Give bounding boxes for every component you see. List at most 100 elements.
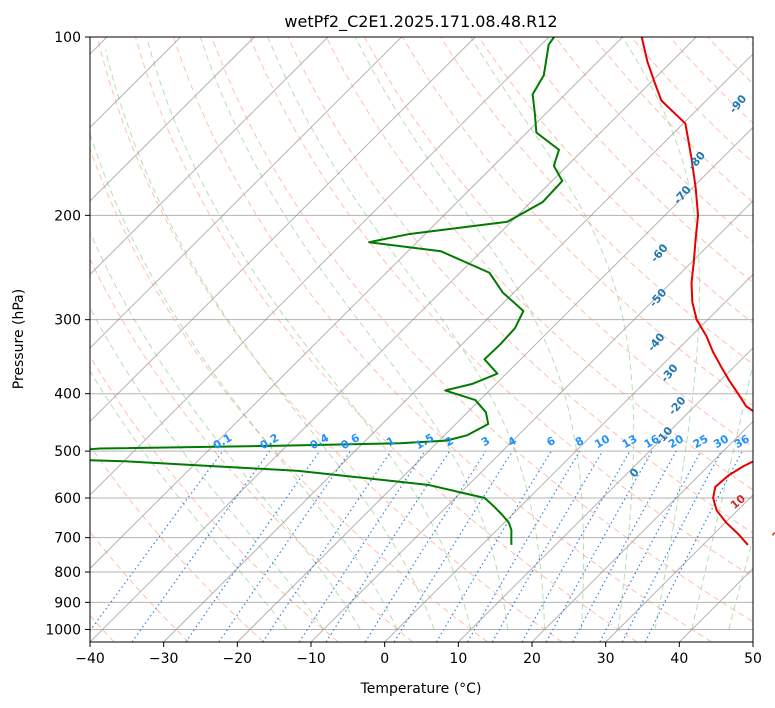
mixing-ratio-label: 1 xyxy=(384,434,397,449)
y-tick-label: 700 xyxy=(54,531,81,547)
mixing-ratio-label: 0.2 xyxy=(258,431,281,452)
mixing-ratio-line xyxy=(90,450,224,632)
dry-adiabat-line xyxy=(325,37,753,491)
dry-adiabat-line xyxy=(707,37,753,85)
dry-adiabat-line xyxy=(90,530,190,642)
moist-adiabat-label: -30 xyxy=(658,361,681,385)
dry-adiabat-line xyxy=(173,37,712,642)
isotherm-line xyxy=(678,567,753,642)
mixing-ratio-line xyxy=(599,450,702,642)
moist-adiabat-line xyxy=(691,361,753,630)
mixing-ratio-label: 8 xyxy=(573,434,586,449)
mixing-ratio-line xyxy=(185,450,321,642)
mixing-ratio-line xyxy=(325,450,451,642)
mixing-ratio-line xyxy=(298,450,426,642)
moist-adiabat-label: -90 xyxy=(727,92,750,116)
mixing-ratio-label: 0.4 xyxy=(308,431,332,452)
isotherm-line xyxy=(531,420,753,642)
dry-adiabat-label: 10 xyxy=(728,492,748,512)
y-tick-label: 300 xyxy=(54,313,81,329)
mixing-ratio-line xyxy=(364,450,487,642)
isotherm-line xyxy=(457,347,753,642)
isotherm-line xyxy=(90,37,255,202)
dry-adiabat-line xyxy=(440,37,753,365)
y-axis-label: Pressure (hPa) xyxy=(11,289,27,389)
y-tick-label: 1000 xyxy=(45,622,81,638)
dry-adiabat-line xyxy=(745,37,753,45)
x-tick-label: 20 xyxy=(523,651,541,667)
chart-title: wetPf2_C2E1.2025.171.08.48.R12 xyxy=(284,12,557,32)
mixing-ratio-line xyxy=(393,450,513,642)
x-tick-label: −30 xyxy=(149,651,179,667)
dewpoint-line xyxy=(90,37,564,545)
mixing-ratio-label: 0.6 xyxy=(339,431,363,452)
moist-adiabat-line xyxy=(354,37,585,630)
moist-adiabat-line xyxy=(145,37,472,630)
mixing-ratio-label: 36 xyxy=(732,432,752,451)
y-tick-label: 400 xyxy=(54,387,81,403)
isotherm-line xyxy=(90,37,623,570)
moist-adiabat-label: -20 xyxy=(666,394,689,418)
dry-adiabat-line xyxy=(90,355,339,642)
isotherm-line xyxy=(605,494,753,642)
moist-adiabat-line xyxy=(199,37,509,630)
dry-adiabat-line xyxy=(211,37,753,623)
dry-adiabat-line xyxy=(134,37,638,642)
mixing-ratio-line xyxy=(466,450,581,642)
isotherm-line xyxy=(163,53,753,642)
isotherm-line xyxy=(236,126,753,642)
isotherm-line xyxy=(90,37,476,423)
y-axis-ticks: 100 200 300 400 500 600 700 800 900 1000 xyxy=(45,30,90,638)
mixing-ratio-line xyxy=(262,450,392,642)
y-tick-label: 500 xyxy=(54,444,81,460)
mixing-ratio-line xyxy=(644,450,743,642)
x-tick-label: 10 xyxy=(449,651,467,667)
moist-adiabat-line xyxy=(622,37,701,630)
x-tick-label: −20 xyxy=(223,651,253,667)
isotherm-line xyxy=(384,273,753,642)
x-tick-label: 30 xyxy=(597,651,615,667)
y-tick-label: 600 xyxy=(54,491,81,507)
isotherm-line xyxy=(752,641,753,642)
x-tick-label: 40 xyxy=(670,651,688,667)
x-axis-label: Temperature (°C) xyxy=(360,681,482,697)
moist-adiabat-label: -80 xyxy=(685,149,708,173)
mixing-ratio-label: 13 xyxy=(620,432,640,451)
mixing-ratio-label: 0.1 xyxy=(211,431,234,452)
moist-adiabat-line xyxy=(470,37,635,630)
dry-adiabat-line xyxy=(287,37,753,534)
moist-adiabat-label: -60 xyxy=(648,241,671,265)
y-tick-label: 200 xyxy=(54,208,81,224)
x-axis-ticks: −40 −30 −20 −10 0 10 20 30 40 50 xyxy=(75,642,762,667)
x-tick-label: −40 xyxy=(75,651,105,667)
isotherm-line xyxy=(90,37,697,642)
plot-frame xyxy=(89,36,754,643)
dry-adiabat-line xyxy=(249,37,753,578)
mixing-ratio-line xyxy=(218,450,351,642)
temperature-line xyxy=(640,37,753,546)
dry-adiabat-label: 20 xyxy=(770,523,775,543)
x-tick-label: 0 xyxy=(380,651,389,667)
mixing-ratio-label: 2 xyxy=(443,434,456,449)
y-tick-label: 800 xyxy=(54,565,81,581)
mixing-ratio-line xyxy=(435,450,552,642)
plot-area xyxy=(90,37,753,642)
moist-adiabat-label: 0 xyxy=(627,466,642,480)
dry-adiabat-line xyxy=(96,37,563,642)
moist-adiabat-line xyxy=(267,37,546,630)
isotherm-line xyxy=(90,37,402,349)
moist-adiabat-line xyxy=(90,306,324,630)
mixing-ratio-line xyxy=(131,450,271,642)
y-tick-label: 100 xyxy=(54,30,81,46)
dry-adiabat-line xyxy=(90,147,488,642)
mixing-ratio-label: 3 xyxy=(479,434,492,449)
dry-adiabat-line xyxy=(90,258,414,642)
y-tick-label: 900 xyxy=(54,595,81,611)
mixing-ratio-label: 6 xyxy=(544,434,557,449)
moist-adiabat-label: -70 xyxy=(671,183,694,207)
moist-adiabat-line xyxy=(90,132,398,630)
dry-adiabat-line xyxy=(592,37,753,203)
isotherm-line xyxy=(310,200,753,642)
isotherm-line xyxy=(90,37,329,276)
